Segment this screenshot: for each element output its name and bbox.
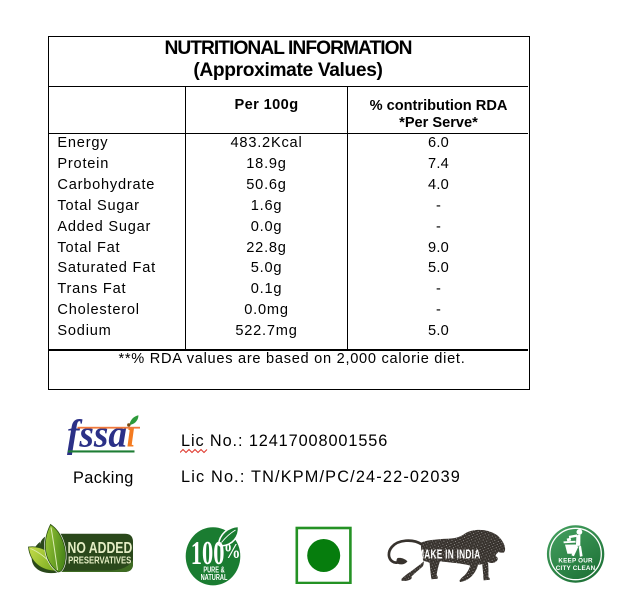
svg-text:CITY CLEAN: CITY CLEAN	[556, 565, 596, 572]
svg-text:NO ADDED: NO ADDED	[68, 538, 133, 556]
svg-text:PRESERVATIVES: PRESERVATIVES	[68, 554, 131, 565]
svg-text:ı: ı	[127, 412, 136, 455]
svg-text:MAKE IN INDIA: MAKE IN INDIA	[417, 548, 480, 562]
svg-text:PURE &: PURE &	[203, 566, 224, 575]
svg-text:NATURAL: NATURAL	[201, 573, 228, 582]
svg-text:100: 100	[191, 534, 225, 572]
svg-text:%: %	[224, 540, 241, 563]
svg-text:fssa: fssa	[67, 412, 127, 455]
svg-text:KEEP OUR: KEEP OUR	[558, 558, 593, 565]
